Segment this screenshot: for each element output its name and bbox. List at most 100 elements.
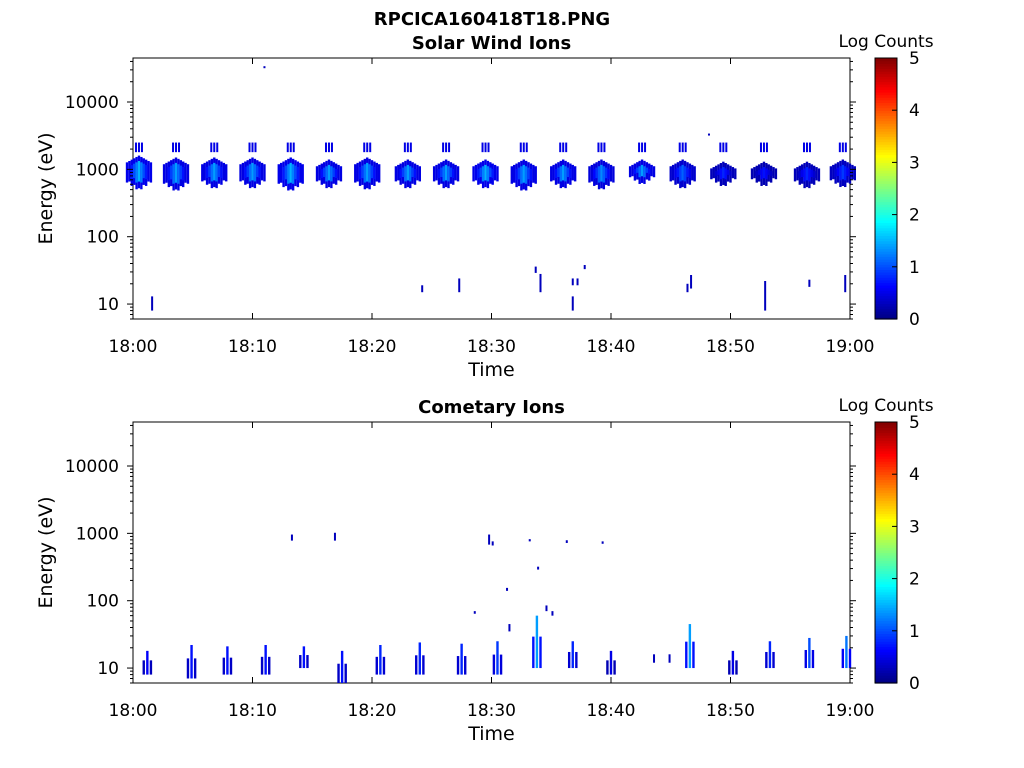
blob-16-core [762,167,766,179]
colorbar-frame [874,57,898,320]
colorbar-segment [875,264,897,268]
colorbar-segment [875,680,897,684]
colorbar-segment [875,526,897,530]
blob-16-core [769,171,773,176]
blob-7-fringe [403,142,406,153]
colorbar-segment [875,167,897,171]
y-axis-label: Energy (eV) [35,132,57,244]
colorbar-segment [875,219,897,224]
colorbar-tick-label: 4 [909,465,920,485]
blob-1-core [179,165,182,180]
colorbar-segment [875,625,897,629]
blob-14-core [688,168,692,179]
sparse-mark [576,278,579,286]
blob-2-fringe [210,142,213,153]
colorbar-segment [875,274,897,278]
blob-2-core [210,164,214,182]
blob-11-fringe [559,142,562,153]
blob-0-core [140,162,143,183]
blob-5-fringe [327,142,330,153]
burst-4-column [306,655,309,669]
burst-8-column [460,643,463,675]
colorbar-segment [875,552,897,556]
colorbar-segment [875,144,897,148]
blob-4-core [284,165,288,180]
colorbar-segment [875,518,897,522]
colorbar-segment [875,510,897,514]
blob-8-core [449,167,453,178]
blob-0-column [128,160,131,182]
colorbar-segment [875,529,897,533]
blob-10-column [532,164,535,183]
blob-1-fringe [178,142,181,153]
colorbar-segment [875,277,897,281]
blob-0-core [144,165,148,180]
blob-2-core [220,166,223,179]
y-tick-label: 10 [97,659,119,679]
colorbar-segment [875,440,897,444]
colorbar-segment [875,115,897,119]
burst-2-column [226,646,229,675]
blob-16-column [772,167,775,179]
burst-7-column [415,655,418,675]
blob-1-column [184,162,187,183]
colorbar-segment [875,565,897,569]
colorbar-segment [875,175,897,179]
blob-3-fringe [248,142,251,153]
blob-8-core [437,168,441,179]
colorbar-tick-label: 3 [909,153,920,173]
blob-13-column [628,166,632,178]
burst-15-column [768,641,772,669]
burst-11-column [575,651,578,669]
blob-12-fringe [597,142,600,153]
colorbar-segment [875,245,897,250]
blob-2-core [205,166,209,179]
blob-0-fringe [134,142,137,153]
burst-0-column [146,650,149,675]
blob-12-core [605,167,608,179]
blob-5-column [315,166,319,182]
blob-2-core [217,165,221,178]
blob-1-core [174,162,178,183]
colorbar-segment [875,482,897,486]
blob-16-fringe [759,142,762,153]
y-axis-label: Energy (eV) [35,496,57,608]
sparse-mark [668,654,671,663]
colorbar-segment [875,450,897,454]
blob-17-column [817,168,821,182]
blob-10-fringe [525,142,528,153]
sparse-mark [508,624,511,632]
colorbar-segment [875,211,897,216]
blob-9-core [489,167,492,178]
colorbar-segment [875,672,897,676]
burst-15-column [765,651,768,669]
colorbar-segment [875,662,897,666]
x-tick-label: 19:00 [826,337,875,357]
blob-9-core [486,166,490,182]
blob-15-fringe [719,142,722,153]
sparse-mark [263,66,266,69]
blob-18-core [841,164,845,180]
colorbar-segment [875,191,897,195]
blob-1-core [167,166,171,181]
blob-12-core [595,167,598,179]
colorbar-segment [875,630,897,635]
blob-5-core [320,168,324,179]
blob-15-column [712,167,715,179]
blob-18-fringe [841,142,844,153]
colorbar-segment [875,508,897,512]
blob-3-core [258,166,261,179]
blob-13-core [640,164,644,177]
colorbar-segment [875,437,897,441]
blob-10-core [517,167,521,180]
burst-10-column [539,636,542,669]
blob-15-column [710,168,713,180]
blob-2-core [213,162,216,181]
blob-8-fringe [448,142,451,153]
blob-11-core [562,164,565,181]
blob-5-column [318,164,321,181]
blob-5-core [334,168,338,179]
blob-17-core [812,171,816,179]
blob-9-column [472,166,475,182]
